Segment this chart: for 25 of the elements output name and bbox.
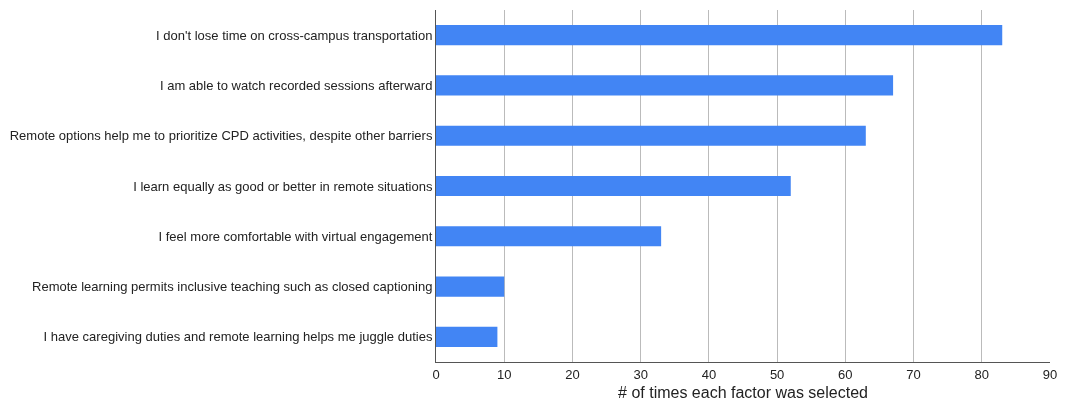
y-tick-label: Remote options help me to prioritize CPD activities, despite other barriers (9, 128, 433, 144)
bar (436, 75, 894, 96)
x-tick-label: 60 (838, 366, 853, 382)
x-tick-label: 80 (974, 366, 990, 382)
x-tick-label: 0 (432, 366, 440, 382)
x-axis-title: # of times each factor was selected (618, 384, 868, 402)
bar (436, 125, 866, 146)
bar (436, 25, 1003, 46)
y-tick-label: I don't lose time on cross-campus transportation (156, 27, 433, 43)
x-tick-label: 70 (906, 366, 921, 382)
y-tick-label: I am able to watch recorded sessions afterward (159, 77, 433, 93)
y-tick-label: I have caregiving duties and remote learning helps me juggle duties (43, 329, 433, 345)
x-tick-label: 20 (565, 366, 580, 382)
bar (436, 226, 662, 247)
y-tick-label: I learn equally as good or better in remote situations (133, 178, 433, 194)
bar (436, 276, 505, 297)
y-tick-label: Remote learning permits inclusive teaching such as closed captioning (32, 279, 433, 295)
x-tick-label: 50 (769, 366, 785, 382)
y-tick-label: I feel more comfortable with virtual engagement (158, 228, 433, 244)
bar (436, 326, 498, 347)
bar (436, 175, 791, 197)
x-tick-label: 40 (701, 366, 717, 382)
x-tick-label: 90 (1042, 366, 1058, 382)
x-tick-label: 30 (633, 366, 648, 382)
x-tick-label: 10 (496, 366, 512, 382)
